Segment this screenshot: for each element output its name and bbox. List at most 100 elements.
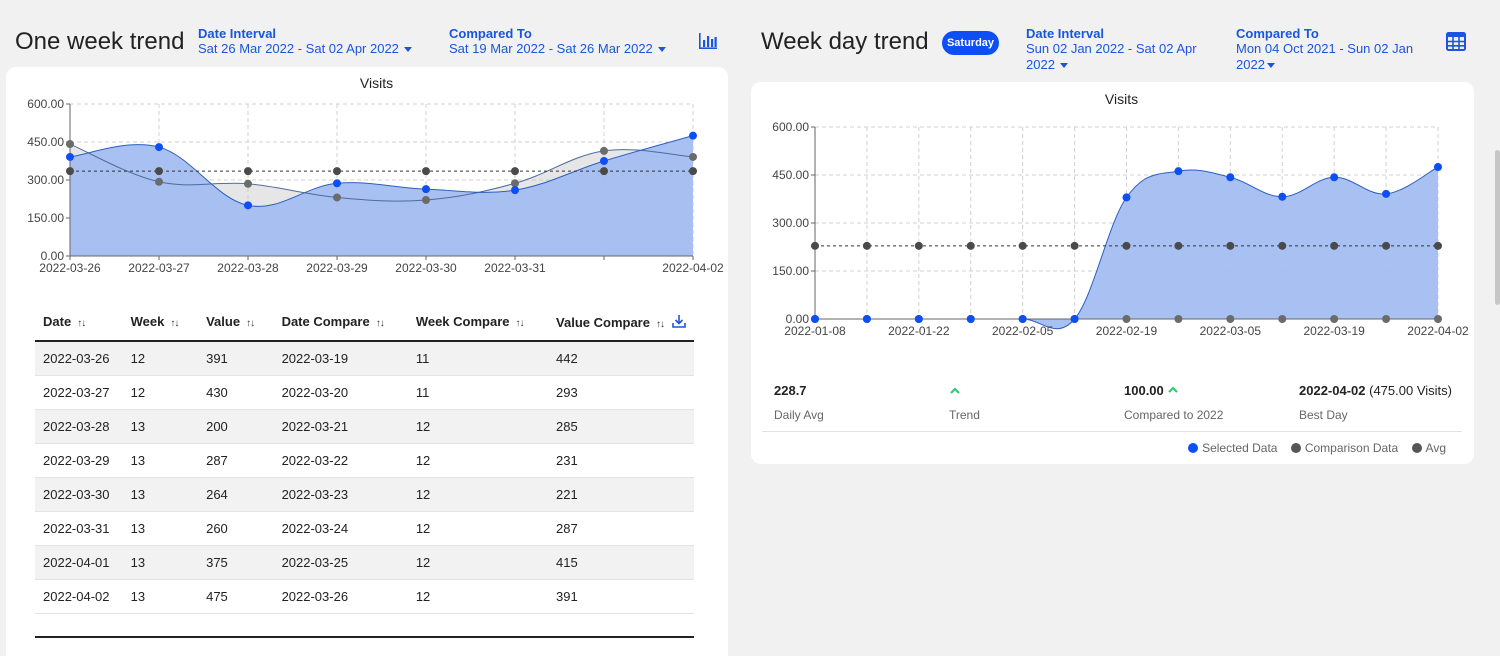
- left-compared-to-dropdown[interactable]: Sat 19 Mar 2022 - Sat 26 Mar 2022: [449, 41, 666, 57]
- chevron-down-icon: [403, 47, 412, 53]
- table-cell: 12: [407, 545, 549, 580]
- table-cell: 13: [122, 511, 199, 546]
- download-icon[interactable]: [672, 314, 686, 328]
- x-tick-label: 2022-03-31: [484, 261, 546, 275]
- x-tick-label: 2022-03-19: [1303, 324, 1365, 338]
- table-cell: 375: [198, 545, 274, 580]
- sort-icon[interactable]: ↑↓: [655, 318, 665, 330]
- avg-point: [914, 241, 923, 250]
- one-week-trend-title: One week trend: [15, 28, 185, 55]
- legend-avg-dot: [1411, 443, 1422, 453]
- table-row: 2022-03-28 13 200 2022-03-21 12 285: [35, 409, 694, 444]
- avg-point: [1330, 241, 1339, 250]
- page-scrollbar[interactable]: [1495, 150, 1500, 305]
- column-header-date[interactable]: Date ↑↓: [35, 303, 123, 342]
- column-header-date-compare[interactable]: Date Compare ↑↓: [273, 303, 408, 342]
- left-date-interval[interactable]: Date Interval Sat 26 Mar 2022 - Sat 02 A…: [198, 26, 412, 57]
- bar-chart-icon[interactable]: [698, 32, 718, 55]
- right-date-interval-value-line2: 2022: [1026, 57, 1055, 72]
- y-tick-label: 300.00: [27, 173, 64, 187]
- legend-selected[interactable]: Selected Data: [1188, 441, 1277, 455]
- table-row: 2022-04-01 13 375 2022-03-25 12 415: [35, 545, 694, 580]
- selected-point: [600, 157, 608, 165]
- left-compared-to[interactable]: Compared To Sat 19 Mar 2022 - Sat 26 Mar…: [449, 26, 666, 57]
- table-cell: 2022-03-27: [35, 375, 123, 410]
- column-header-week[interactable]: Week ↑↓: [122, 303, 199, 342]
- selected-point: [689, 131, 697, 140]
- table-cell: 2022-04-01: [35, 545, 123, 580]
- comparison-point: [1278, 315, 1287, 323]
- selected-point: [862, 315, 871, 323]
- table-cell: 12: [407, 511, 549, 546]
- legend-selected-dot: [1188, 443, 1199, 453]
- best-day-extra: (475.00 Visits): [1369, 383, 1452, 398]
- legend-comparison[interactable]: Comparison Data: [1290, 441, 1399, 455]
- comparison-point: [422, 196, 430, 205]
- legend-avg[interactable]: Avg: [1411, 441, 1446, 455]
- one-week-visits-chart: Visits 0.00 150.00 300.00 450.00 600.00 2022-0…: [27, 75, 724, 275]
- week-day-visits-chart: Visits 0.00 150.00 300.00 450.00 600.00 2022-0…: [772, 91, 1469, 338]
- column-header-label: Week Compare: [415, 314, 510, 329]
- sort-icon[interactable]: ↑↓: [375, 318, 385, 329]
- left-date-interval-value: Sat 26 Mar 2022 - Sat 02 Apr 2022: [198, 41, 399, 56]
- left-date-interval-label: Date Interval: [198, 26, 277, 41]
- sort-icon[interactable]: ↑↓: [77, 318, 86, 329]
- sort-icon[interactable]: ↑↓: [246, 318, 255, 329]
- left-date-interval-dropdown[interactable]: Sat 26 Mar 2022 - Sat 02 Apr 2022: [198, 41, 412, 57]
- selected-point: [1018, 315, 1027, 323]
- table-cell: 2022-03-19: [273, 341, 408, 376]
- right-compared-to-dropdown[interactable]: 2022: [1236, 57, 1413, 73]
- chart-title: Visits: [360, 75, 393, 91]
- column-header-value-compare[interactable]: Value Compare ↑↓: [548, 303, 694, 342]
- table-cell: 391: [198, 341, 274, 376]
- stat-compared: 100.00 Compared to 2022: [1124, 383, 1223, 422]
- sort-icon[interactable]: ↑↓: [170, 318, 179, 329]
- table-cell: 442: [548, 341, 694, 376]
- week-day-trend-title: Week day trend: [761, 28, 929, 55]
- sort-icon[interactable]: ↑↓: [515, 318, 525, 329]
- legend-avg-label: Avg: [1425, 441, 1446, 455]
- right-compared-to-label: Compared To: [1236, 26, 1319, 41]
- legend-comparison-label: Comparison Data: [1304, 441, 1399, 455]
- stat-daily-avg: 228.7 Daily Avg: [774, 383, 824, 422]
- table-cell: 12: [407, 579, 549, 614]
- column-header-value[interactable]: Value ↑↓: [198, 303, 274, 342]
- right-compared-to-value-line1[interactable]: Mon 04 Oct 2021 - Sun 02 Jan: [1236, 41, 1414, 56]
- visits-table: Date ↑↓ Week ↑↓ Value ↑↓ Date Compare ↑↓ Week Co…: [35, 303, 694, 614]
- avg-point: [244, 167, 252, 176]
- y-tick-label: 450.00: [27, 135, 64, 149]
- right-compared-to[interactable]: Compared To Mon 04 Oct 2021 - Sun 02 Jan…: [1236, 26, 1413, 73]
- x-tick-label: 2022-04-02: [1407, 324, 1469, 338]
- selected-point: [422, 185, 430, 194]
- table-cell: 12: [407, 443, 549, 478]
- x-tick-label: 2022-01-22: [888, 324, 950, 338]
- selected-point: [511, 186, 519, 195]
- y-tick-label: 600.00: [27, 97, 64, 111]
- column-header-label: Value: [206, 314, 241, 329]
- x-tick-label: 2022-03-27: [128, 261, 190, 275]
- table-icon[interactable]: [1446, 32, 1466, 56]
- table-cell: 231: [548, 443, 694, 478]
- table-cell: 2022-03-26: [35, 341, 123, 376]
- column-header-week-compare[interactable]: Week Compare ↑↓: [407, 303, 549, 342]
- weekday-badge[interactable]: Saturday: [942, 31, 999, 55]
- selected-point: [1226, 173, 1235, 182]
- x-tick-label: 2022-03-29: [306, 261, 368, 275]
- table-cell: 11: [407, 375, 549, 410]
- x-tick-label: 2022-02-05: [992, 324, 1054, 338]
- right-date-interval-dropdown[interactable]: 2022: [1026, 57, 1197, 73]
- table-cell: 285: [548, 409, 694, 444]
- one-week-trend-card: Visits 0.00 150.00 300.00 450.00 600.00 2022-0…: [6, 67, 728, 656]
- stat-best-day: 2022-04-02 (475.00 Visits) Best Day: [1299, 383, 1452, 422]
- selected-point: [1382, 189, 1391, 198]
- x-tick-label: 2022-04-02: [662, 261, 724, 275]
- avg-point: [1434, 241, 1442, 250]
- right-date-interval[interactable]: Date Interval Sun 02 Jan 2022 - Sat 02 A…: [1026, 26, 1197, 73]
- selected-line: [69, 135, 694, 207]
- avg-point: [1070, 241, 1079, 250]
- table-row: 2022-03-26 12 391 2022-03-19 11 442: [35, 341, 694, 376]
- table-header-row: Date ↑↓ Week ↑↓ Value ↑↓ Date Compare ↑↓ Week Co…: [35, 303, 694, 342]
- right-date-interval-value-line1[interactable]: Sun 02 Jan 2022 - Sat 02 Apr: [1026, 41, 1197, 56]
- avg-point: [1122, 241, 1131, 250]
- avg-point: [862, 241, 871, 250]
